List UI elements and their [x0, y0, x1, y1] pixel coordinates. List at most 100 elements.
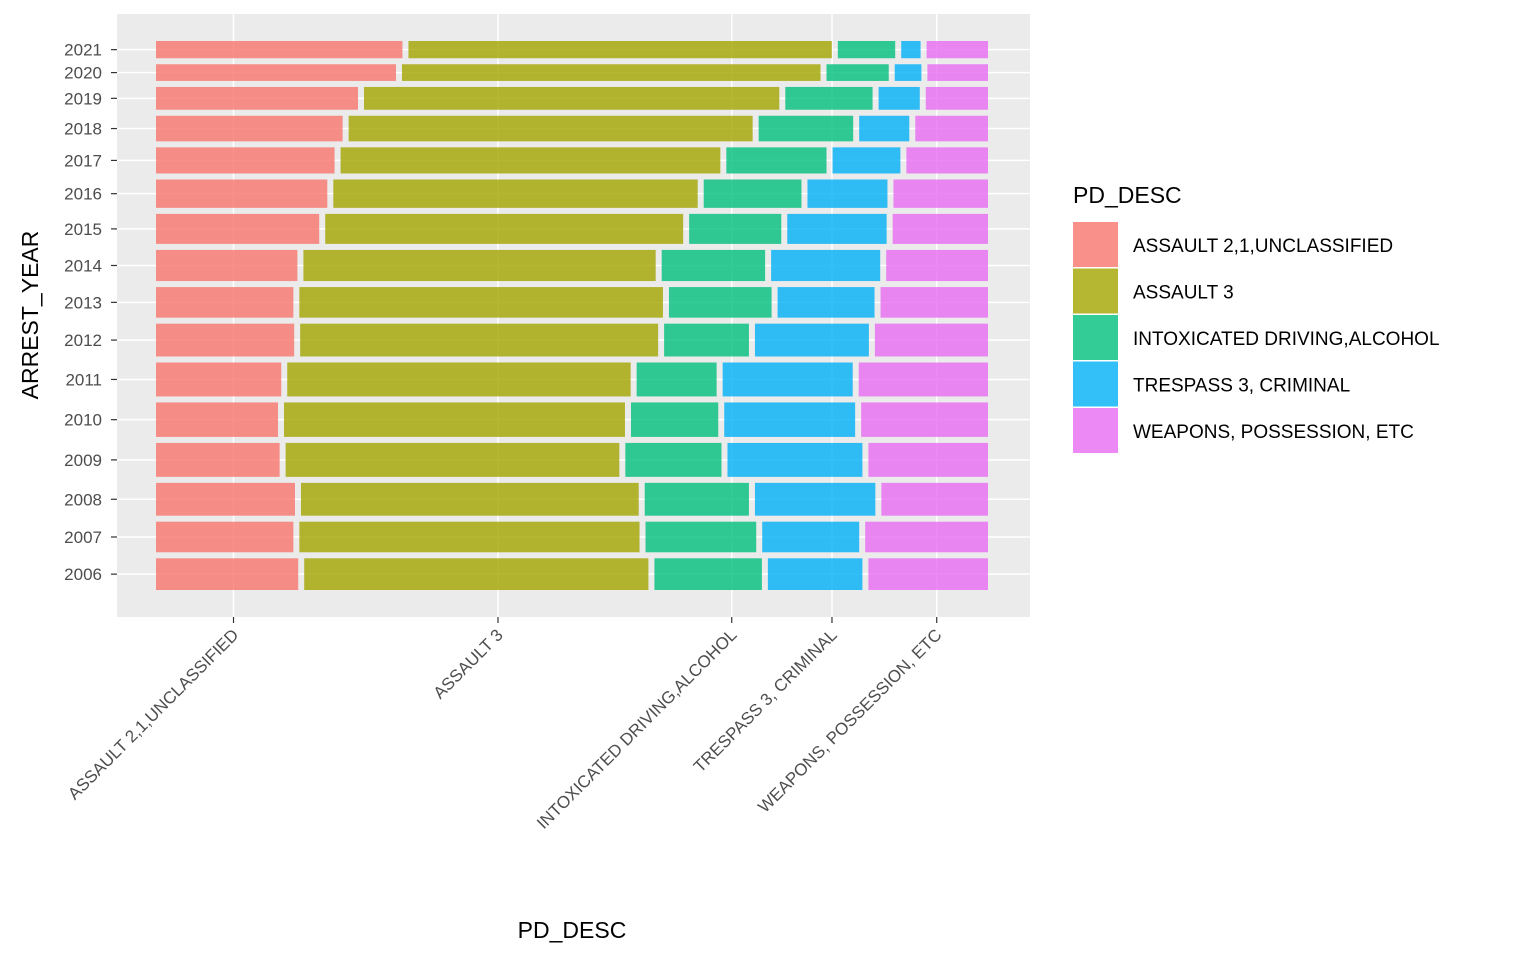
legend-label: ASSAULT 3 — [1133, 283, 1234, 304]
tile-2011-0 — [156, 362, 282, 397]
y-tick-label: 2006 — [64, 565, 102, 584]
legend-key — [1073, 361, 1118, 407]
y-axis: 2006 2007 2008 2009 2010 2011 2012 2013 2014 2015… — [64, 41, 117, 584]
tile-2014-3 — [771, 249, 881, 282]
tile-2017-4 — [906, 147, 988, 174]
tile-2012-1 — [300, 323, 659, 357]
tile-2006-2 — [654, 558, 762, 590]
tile-2009-0 — [156, 442, 280, 477]
tile-2021-3 — [901, 41, 921, 59]
tile-2016-2 — [703, 179, 802, 208]
legend-key — [1073, 408, 1118, 453]
tile-2008-0 — [156, 482, 295, 516]
tile-2009-2 — [625, 442, 722, 477]
y-tick-label: 2019 — [64, 89, 102, 108]
tile-2013-1 — [299, 287, 663, 318]
tile-2017-3 — [832, 147, 901, 174]
y-tick-label: 2020 — [64, 64, 102, 83]
tile-2009-1 — [285, 442, 620, 477]
y-tick-label: 2016 — [64, 185, 102, 204]
tile-2016-1 — [333, 179, 698, 208]
tile-2011-2 — [636, 362, 717, 397]
tile-2012-4 — [874, 323, 988, 357]
tile-2014-0 — [156, 249, 298, 282]
tile-2015-4 — [892, 213, 988, 244]
tile-2021-0 — [156, 41, 403, 59]
tile-2009-4 — [868, 442, 988, 477]
tile-2020-0 — [156, 64, 396, 81]
tile-2008-1 — [300, 482, 639, 516]
tile-2017-0 — [156, 147, 335, 174]
tile-2016-0 — [156, 179, 328, 208]
tile-2011-3 — [722, 362, 853, 397]
y-tick-label: 2015 — [64, 220, 102, 239]
tile-2015-2 — [689, 213, 782, 244]
tile-2007-0 — [156, 521, 294, 553]
tile-2010-2 — [630, 402, 719, 437]
tile-2021-4 — [926, 41, 988, 59]
tile-2020-4 — [927, 64, 988, 81]
x-axis-title: PD_DESC — [518, 917, 627, 943]
tile-2017-2 — [726, 147, 827, 174]
tile-2006-3 — [767, 558, 863, 590]
tile-2018-4 — [915, 115, 988, 142]
y-tick-label: 2014 — [64, 256, 102, 275]
tile-2008-3 — [754, 482, 876, 516]
legend-label: INTOXICATED DRIVING,ALCOHOL — [1133, 329, 1440, 350]
x-axis: ASSAULT 2,1,UNCLASSIFIED ASSAULT 3 INTOXIC… — [64, 617, 946, 833]
legend-label: ASSAULT 2,1,UNCLASSIFIED — [1133, 236, 1393, 257]
legend-label: TRESPASS 3, CRIMINAL — [1133, 376, 1350, 397]
legend-key — [1073, 222, 1118, 267]
y-tick-label: 2021 — [64, 41, 102, 60]
tile-2008-2 — [644, 482, 749, 516]
tile-2018-0 — [156, 115, 343, 142]
tile-2019-2 — [785, 86, 873, 110]
legend-label: WEAPONS, POSSESSION, ETC — [1133, 422, 1414, 443]
tile-2017-1 — [340, 147, 721, 174]
tile-2015-0 — [156, 213, 320, 244]
tile-2007-4 — [865, 521, 988, 553]
tile-2013-0 — [156, 287, 294, 318]
y-tick-label: 2011 — [65, 370, 102, 389]
tile-2021-1 — [408, 41, 832, 59]
tile-2019-1 — [364, 86, 780, 110]
tile-2012-3 — [754, 323, 869, 357]
tile-2007-3 — [762, 521, 860, 553]
tile-2010-4 — [861, 402, 988, 437]
legend-title: PD_DESC — [1073, 182, 1182, 208]
tile-2009-3 — [727, 442, 863, 477]
y-tick-label: 2012 — [64, 331, 102, 350]
tile-2006-4 — [868, 558, 988, 590]
tile-2020-1 — [401, 64, 821, 81]
tile-2015-1 — [325, 213, 684, 244]
x-tick-label: ASSAULT 2,1,UNCLASSIFIED — [64, 625, 242, 803]
tile-2014-1 — [303, 249, 656, 282]
y-tick-label: 2010 — [64, 411, 102, 430]
legend-key — [1073, 315, 1118, 360]
y-tick-label: 2009 — [64, 451, 102, 470]
x-tick-label: ASSAULT 3 — [430, 625, 507, 702]
tile-2018-1 — [348, 115, 753, 142]
y-tick-label: 2018 — [64, 120, 102, 139]
tile-2016-3 — [807, 179, 888, 208]
mosaic-tiles — [156, 41, 988, 590]
tile-2021-2 — [837, 41, 896, 59]
tile-2019-0 — [156, 86, 358, 110]
x-tick-label: INTOXICATED DRIVING,ALCOHOL — [533, 625, 740, 832]
tile-2012-0 — [156, 323, 295, 357]
legend-key — [1073, 268, 1118, 314]
tile-2014-2 — [661, 249, 766, 282]
tile-2011-4 — [858, 362, 988, 397]
tile-2007-1 — [299, 521, 640, 553]
x-tick-label: WEAPONS, POSSESSION, ETC — [754, 625, 945, 816]
tile-2006-1 — [304, 558, 649, 590]
tile-2020-3 — [894, 64, 922, 81]
tile-2007-2 — [645, 521, 757, 553]
tile-2018-2 — [758, 115, 854, 142]
y-tick-label: 2017 — [64, 151, 102, 170]
tile-2008-4 — [881, 482, 988, 516]
tile-2019-3 — [878, 86, 920, 110]
tile-2016-4 — [893, 179, 988, 208]
tile-2020-2 — [826, 64, 889, 81]
